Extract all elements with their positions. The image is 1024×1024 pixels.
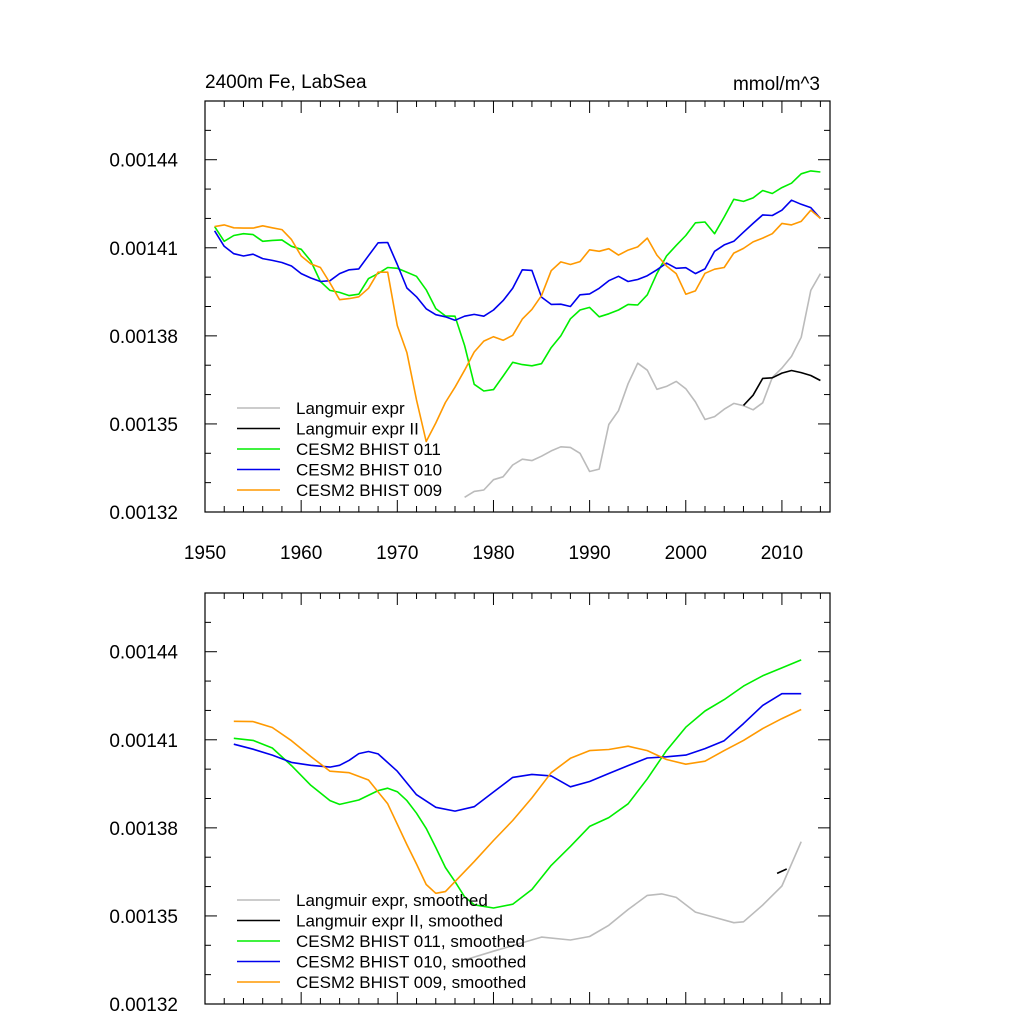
bottom-panel: 0.00132 0.00135 0.00138 0.00141 0.00144 Langm… (109, 592, 831, 1016)
legend-entry: CESM2 BHIST 010, smoothed (296, 953, 526, 972)
x-tick-label: 1980 (472, 543, 514, 564)
y-tick-label: 0.00132 (109, 995, 178, 1016)
units-label: mmol/m^3 (733, 74, 820, 95)
y-tick-label: 0.00141 (109, 731, 178, 752)
x-tick-label: 1970 (376, 543, 418, 564)
series-group (233, 659, 802, 961)
series-line-3 (233, 692, 802, 812)
legend-entry: Langmuir expr II, smoothed (296, 912, 503, 931)
y-tick-label: 0.00132 (109, 503, 178, 524)
series-group (213, 170, 822, 498)
legend-entry: CESM2 BHIST 010 (296, 461, 442, 480)
legend-entry: Langmuir expr (296, 399, 405, 418)
series-line-2 (233, 659, 802, 909)
y-tick-label: 0.00141 (109, 239, 178, 260)
legend-entry: CESM2 BHIST 009 (296, 481, 442, 500)
x-tick-label: 1990 (568, 543, 610, 564)
series-line-1 (776, 868, 788, 875)
y-tick-label: 0.00144 (109, 643, 178, 664)
top-panel: 0.00132 0.00135 0.00138 0.00141 0.00144 1950 1… (109, 72, 831, 564)
series-line-2 (213, 170, 821, 392)
chart-title: 2400m Fe, LabSea (205, 72, 367, 93)
series-line-3 (213, 199, 821, 322)
series-line-4 (233, 708, 802, 895)
series-line-1 (742, 369, 821, 406)
series-line-4 (214, 209, 821, 443)
legend-entry: CESM2 BHIST 011, smoothed (296, 932, 525, 951)
y-tick-label: 0.00135 (109, 907, 178, 928)
y-tick-label: 0.00138 (109, 327, 178, 348)
x-tick-label: 1950 (184, 543, 226, 564)
legend-entry: CESM2 BHIST 011 (296, 440, 441, 459)
y-tick-label: 0.00144 (109, 151, 178, 172)
x-tick-label: 2000 (665, 543, 707, 564)
y-tick-label: 0.00138 (109, 819, 178, 840)
x-tick-label: 2010 (761, 543, 803, 564)
legend-entry: Langmuir expr, smoothed (296, 891, 488, 910)
series-line-0 (464, 841, 802, 961)
legend-entry: CESM2 BHIST 009, smoothed (296, 973, 526, 992)
y-tick-label: 0.00135 (109, 415, 178, 436)
x-tick-label: 1960 (280, 543, 322, 564)
series-line-0 (464, 273, 822, 498)
legend-entry: Langmuir expr II (296, 420, 419, 439)
